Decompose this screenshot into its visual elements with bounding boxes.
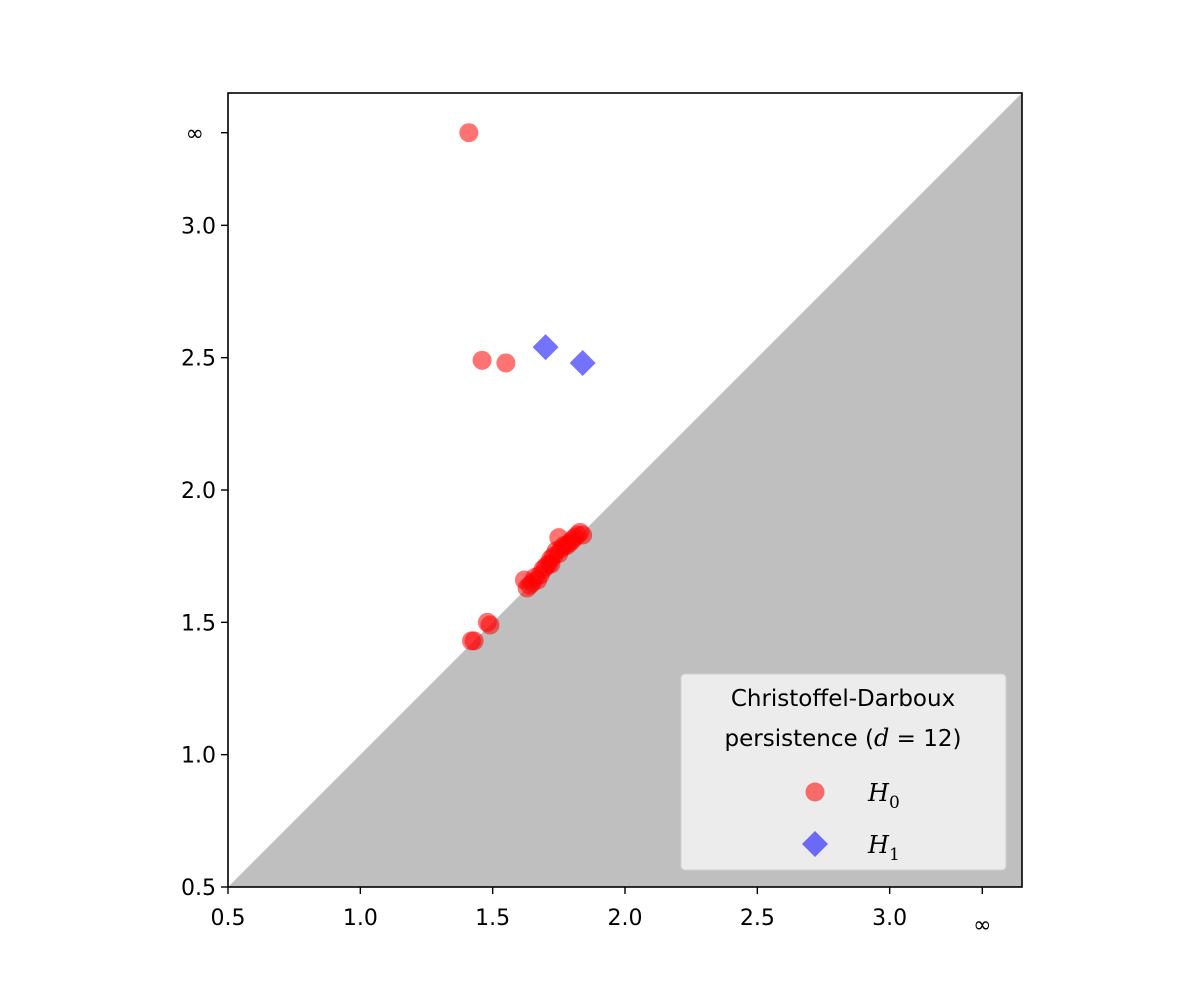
axis-ticks: 0.5 1.0 1.5 2.0 2.5 3.0 ∞ 0.5 1.0 1.5 2.0 2.5 3.0 ∞ — [181, 122, 991, 938]
legend-box — [680, 673, 1007, 871]
legend-title-var: d — [874, 724, 889, 752]
legend-h1-marker — [802, 831, 828, 857]
h0-point — [496, 353, 516, 373]
x-tick-label: 2.5 — [740, 906, 775, 931]
legend-title-suffix: = 12) — [889, 726, 961, 752]
legend: Christoffel-Darboux persistence (d = 12)… — [680, 673, 1007, 871]
legend-label-sub: 0 — [889, 793, 900, 813]
h0-point — [472, 350, 492, 370]
legend-label: H0 — [867, 779, 900, 813]
h0-point — [573, 525, 593, 545]
x-tick-label: 1.5 — [475, 906, 510, 931]
h1-point — [532, 334, 559, 361]
legend-h0-marker — [805, 782, 825, 802]
y-tick-label: 1.0 — [181, 744, 216, 769]
x-tick-label: 2.0 — [608, 906, 643, 931]
legend-title-prefix: persistence ( — [725, 726, 874, 752]
h0-point — [464, 631, 484, 651]
y-tick-label: 2.5 — [181, 347, 216, 372]
h0-point — [459, 123, 479, 143]
h0-point — [480, 615, 500, 635]
x-tick-label: 3.0 — [872, 906, 907, 931]
legend-title-line2: persistence (d = 12) — [725, 724, 962, 752]
legend-label-sub: 1 — [889, 845, 900, 865]
legend-label: H1 — [867, 831, 900, 865]
legend-label-name: H — [867, 831, 890, 859]
h1-point — [569, 349, 596, 376]
x-tick-label: 1.0 — [343, 906, 378, 931]
legend-title-line1: Christoffel-Darboux — [731, 686, 955, 712]
data-marks — [459, 123, 596, 651]
x-tick-label: 0.5 — [211, 906, 246, 931]
y-tick-label: 1.5 — [181, 611, 216, 636]
y-tick-label: ∞ — [186, 122, 204, 147]
y-tick-label: 0.5 — [181, 876, 216, 901]
y-tick-label: 3.0 — [181, 214, 216, 239]
legend-label-name: H — [867, 779, 890, 807]
y-tick-label: 2.0 — [181, 479, 216, 504]
x-tick-label: ∞ — [973, 913, 991, 938]
